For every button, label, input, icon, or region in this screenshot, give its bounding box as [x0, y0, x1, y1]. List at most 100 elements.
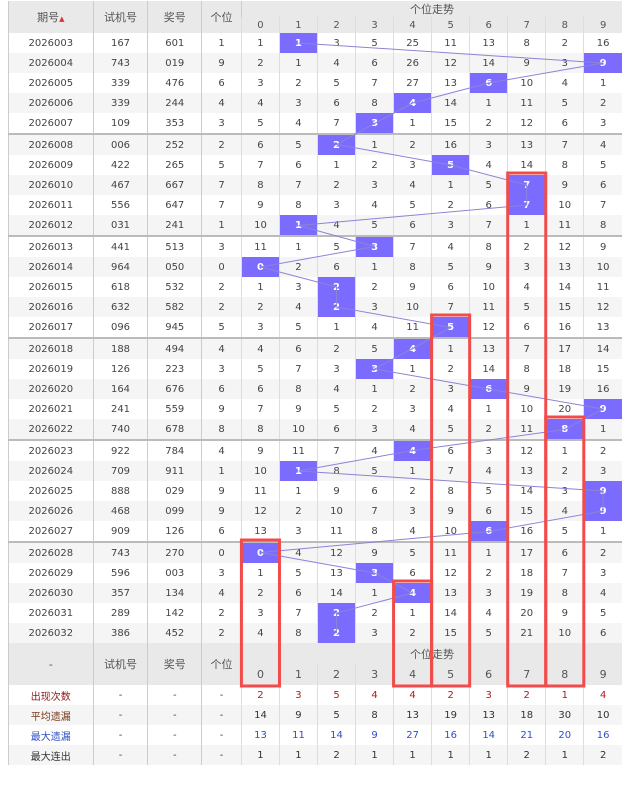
issue-cell: 2026009 — [8, 155, 94, 175]
sort-arrows-icon[interactable]: ▲ — [59, 15, 65, 23]
test-cell: 964 — [92, 257, 148, 277]
footer-issue-header: - — [8, 643, 94, 685]
miss-cell: 13 — [469, 337, 508, 359]
issue-cell: 2026003 — [8, 33, 94, 53]
miss-cell: 9 — [317, 481, 356, 501]
miss-cell: 10 — [469, 277, 508, 297]
stats-value: 8 — [355, 705, 394, 725]
prize-cell: 582 — [147, 297, 202, 317]
miss-cell: 3 — [431, 379, 470, 399]
miss-cell: 7 — [431, 461, 470, 481]
table-row: 2026018 188 494 4 4 6 2 5 4 1 13 7 17 14 — [8, 337, 622, 359]
test-cell: 339 — [92, 93, 148, 113]
stats-value: 3 — [278, 685, 318, 705]
miss-cell: 11 — [278, 439, 318, 461]
test-cell: 126 — [92, 359, 148, 379]
miss-cell: 11 — [431, 541, 470, 563]
miss-cell: 2 — [355, 155, 394, 175]
table-row: 2026029 596 003 3 1 5 13 3 6 12 2 18 7 3 — [8, 563, 622, 583]
stats-value: 14 — [317, 725, 356, 745]
prize-cell: 270 — [147, 541, 202, 563]
miss-cell: 14 — [431, 93, 470, 113]
miss-cell: 5 — [240, 359, 280, 379]
miss-cell: 10 — [393, 297, 432, 317]
miss-cell: 4 — [317, 53, 356, 73]
issue-cell: 2026021 — [8, 399, 94, 419]
miss-cell: 1 — [355, 133, 394, 155]
issue-cell: 2026008 — [8, 133, 94, 155]
stats-value: 14 — [469, 725, 508, 745]
stats-value: 9 — [278, 705, 318, 725]
miss-cell: 11 — [469, 297, 508, 317]
miss-cell: 3 — [278, 277, 318, 297]
digit-header-9: 9 — [583, 17, 622, 33]
miss-cell: 4 — [469, 155, 508, 175]
stats-value: 4 — [355, 685, 394, 705]
miss-cell: 8 — [507, 359, 546, 379]
hit-cell: 2 — [317, 297, 356, 317]
footer-digit-header-6: 6 — [469, 664, 508, 685]
miss-cell: 13 — [507, 461, 546, 481]
miss-cell: 3 — [393, 399, 432, 419]
test-cell: 422 — [92, 155, 148, 175]
miss-cell: 9 — [545, 175, 584, 195]
footer-digit-header-4: 4 — [393, 664, 432, 685]
miss-cell: 4 — [431, 235, 470, 257]
miss-cell: 3 — [431, 215, 470, 236]
stats-value: 13 — [240, 725, 280, 745]
miss-cell: 11 — [583, 277, 622, 297]
miss-cell: 4 — [278, 113, 318, 134]
miss-cell: 10 — [545, 195, 584, 215]
miss-cell: 8 — [469, 235, 508, 257]
miss-cell: 11 — [507, 419, 546, 440]
miss-cell: 3 — [355, 623, 394, 643]
miss-cell: 6 — [545, 541, 584, 563]
miss-cell: 10 — [545, 623, 584, 643]
issue-cell: 2026016 — [8, 297, 94, 317]
issue-cell: 2026019 — [8, 359, 94, 379]
stats-empty-cell: - — [201, 705, 242, 725]
hit-cell: 1 — [278, 215, 318, 236]
miss-cell: 14 — [583, 337, 622, 359]
miss-cell: 1 — [240, 33, 280, 53]
prize-cell: 494 — [147, 337, 202, 359]
stats-value: 1 — [278, 745, 318, 765]
prize-cell: 244 — [147, 93, 202, 113]
table-row: 2026025 888 029 9 11 1 9 6 2 8 5 14 3 9 — [8, 481, 622, 501]
test-cell: 164 — [92, 379, 148, 399]
table-row: 2026023 922 784 4 9 11 7 4 4 6 3 12 1 2 — [8, 439, 622, 461]
miss-cell: 4 — [545, 73, 584, 93]
miss-cell: 3 — [469, 583, 508, 603]
miss-cell: 19 — [507, 583, 546, 603]
miss-cell: 13 — [431, 73, 470, 93]
miss-cell: 15 — [583, 359, 622, 379]
miss-cell: 2 — [278, 501, 318, 521]
miss-cell: 4 — [278, 541, 318, 563]
hit-cell: 3 — [355, 235, 394, 257]
footer-digit-header-3: 3 — [355, 664, 394, 685]
table-row: 2026010 467 667 7 8 7 2 3 4 1 5 7 9 6 — [8, 175, 622, 195]
col-issue-header[interactable]: 期号▲ — [8, 1, 94, 33]
digit-header-6: 6 — [469, 17, 508, 33]
miss-cell: 6 — [469, 501, 508, 521]
table-row: 2026017 096 945 5 3 5 1 4 11 5 12 6 16 13 — [8, 317, 622, 338]
stats-value: 4 — [583, 685, 622, 705]
stats-value: 9 — [355, 725, 394, 745]
miss-cell: 11 — [393, 317, 432, 338]
miss-cell: 6 — [583, 175, 622, 195]
miss-cell: 10 — [317, 501, 356, 521]
miss-cell: 3 — [240, 603, 280, 623]
unit-cell: 8 — [201, 419, 242, 440]
stats-empty-cell: - — [92, 705, 148, 725]
hit-cell: 6 — [469, 73, 508, 93]
miss-cell: 2 — [278, 73, 318, 93]
miss-cell: 3 — [393, 501, 432, 521]
issue-label: 期号 — [37, 11, 60, 24]
stats-empty-cell: - — [201, 685, 242, 705]
miss-cell: 13 — [431, 583, 470, 603]
miss-cell: 6 — [583, 623, 622, 643]
issue-cell: 2026011 — [8, 195, 94, 215]
miss-cell: 6 — [355, 481, 394, 501]
hit-cell: 2 — [317, 277, 356, 297]
